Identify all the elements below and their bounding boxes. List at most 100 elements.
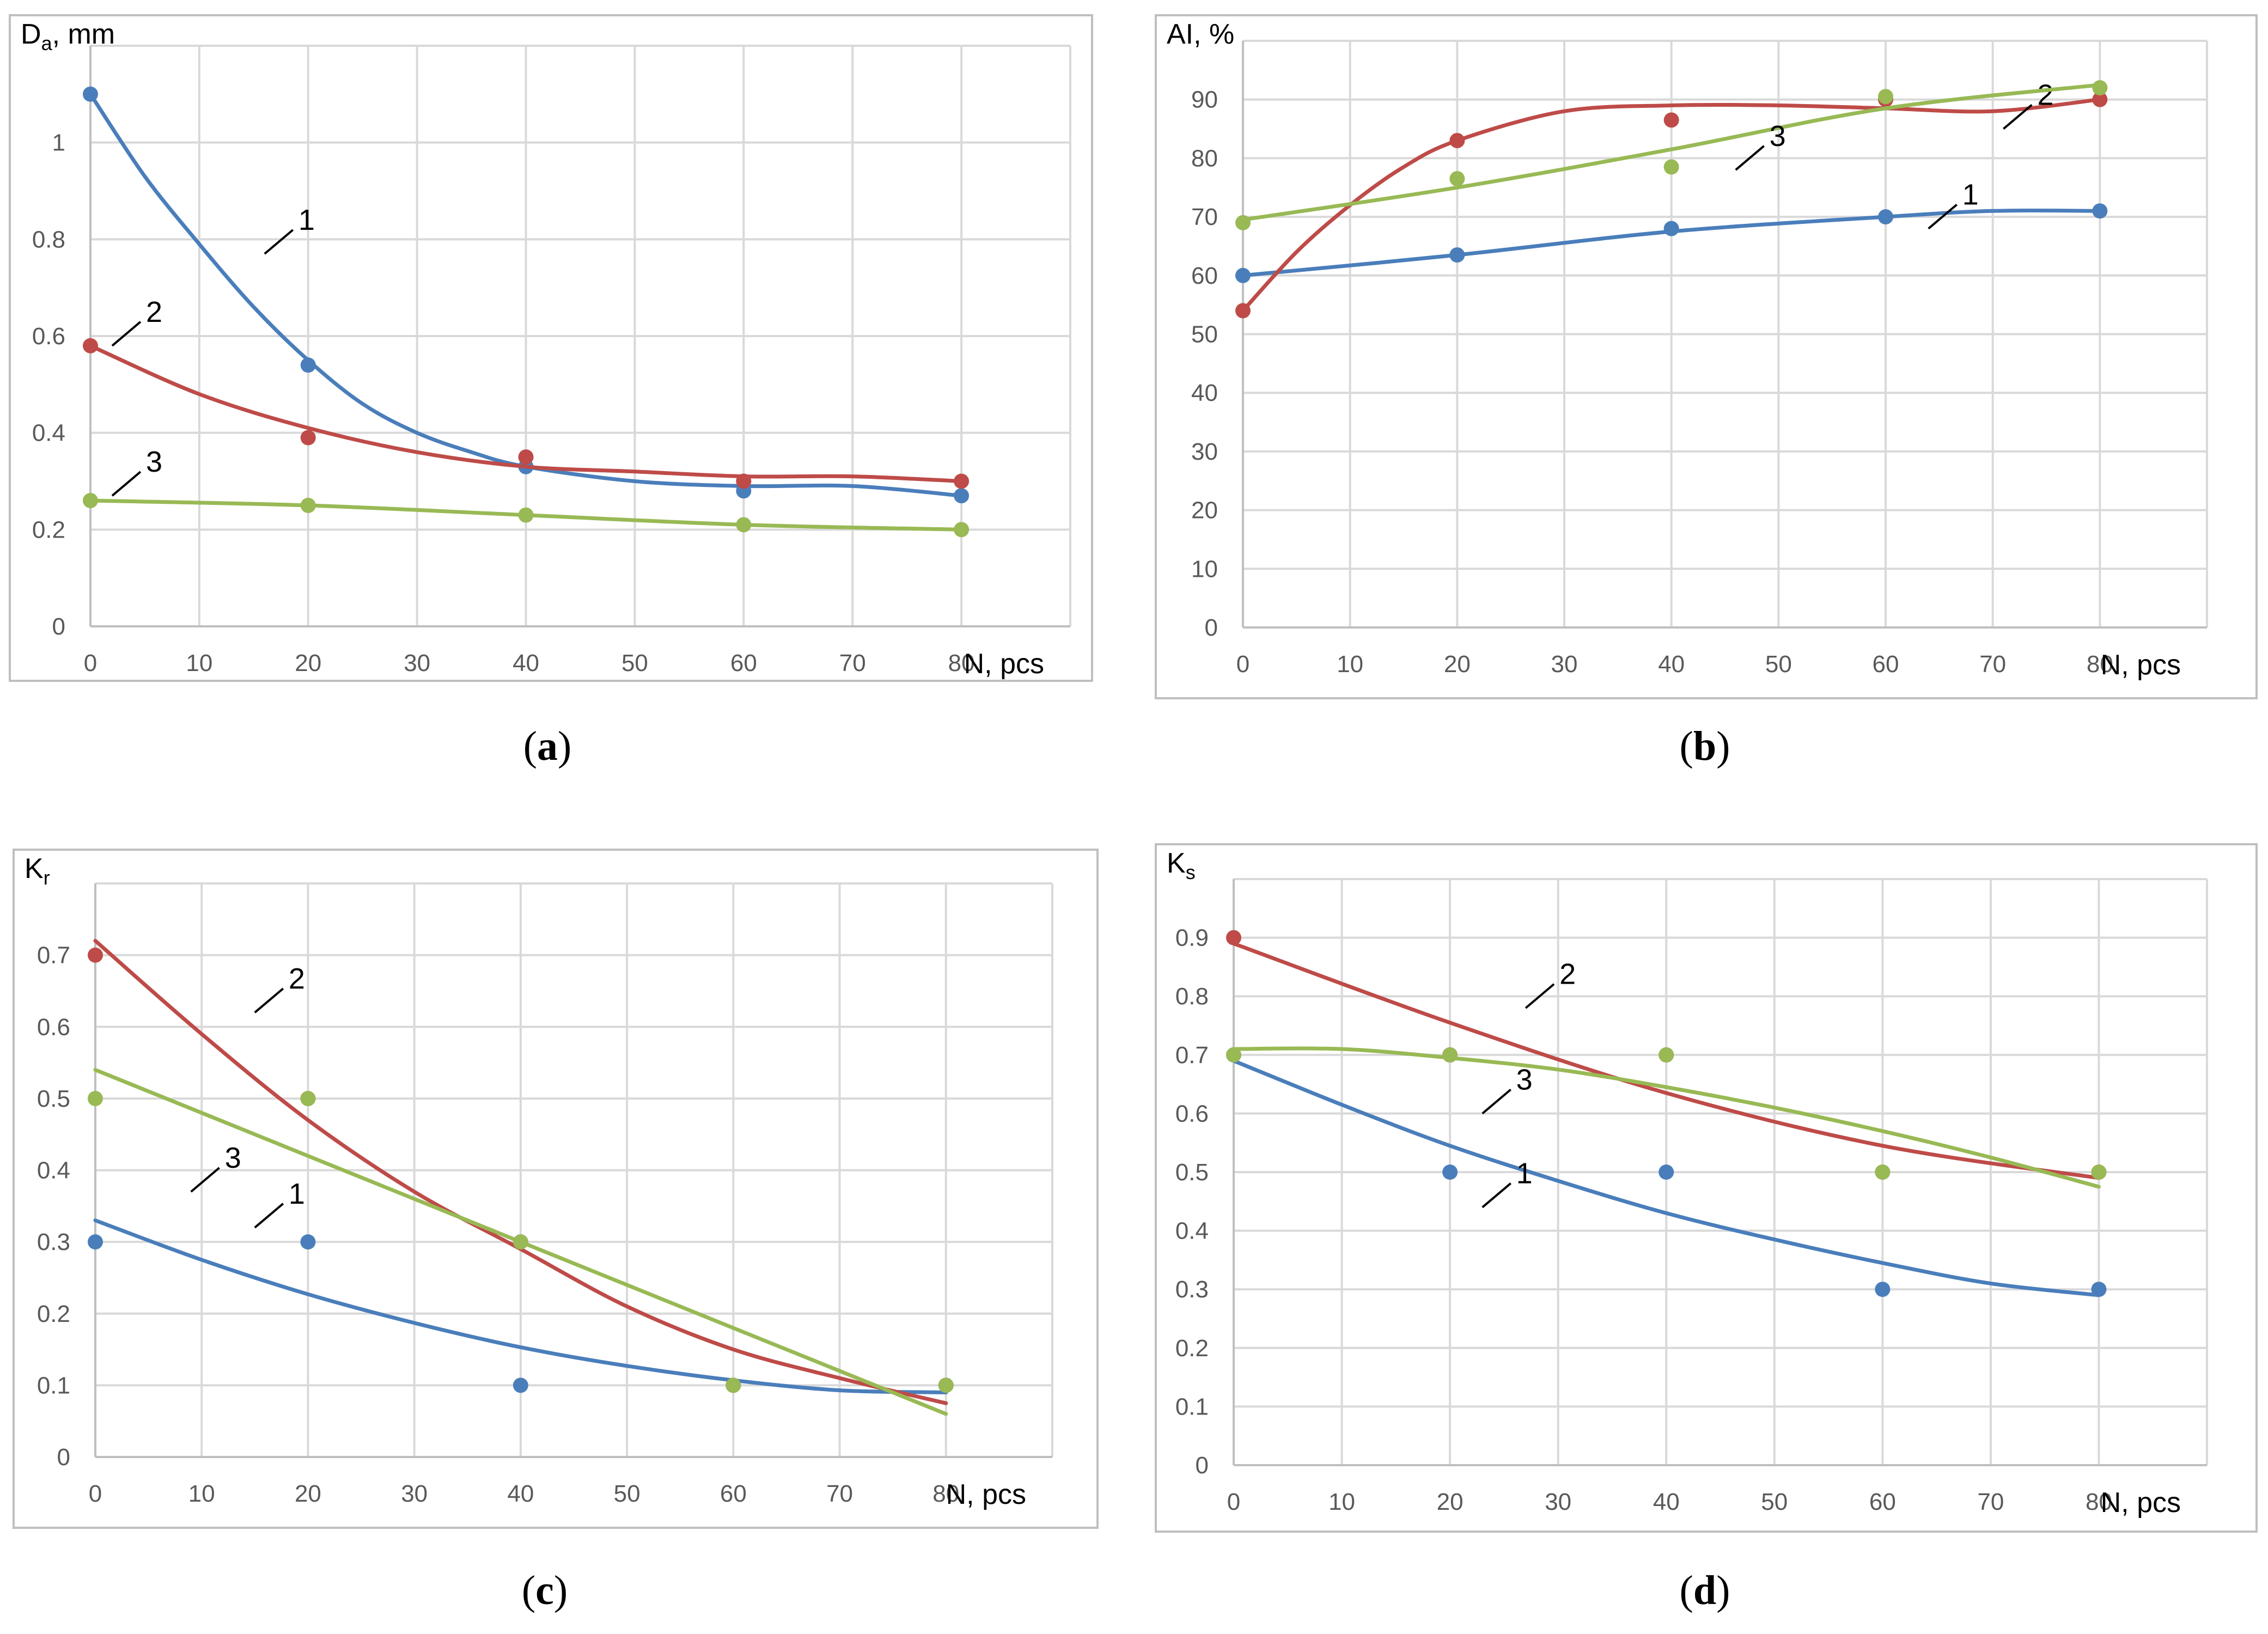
label-leader-series-1: [1481, 1182, 1511, 1209]
series-3: 3: [83, 446, 970, 538]
caption-open: (: [522, 1568, 535, 1613]
x-tick-label: 0: [89, 1480, 102, 1507]
x-tick-label: 20: [295, 650, 321, 676]
y-tick-label: 50: [1191, 321, 1218, 348]
panel-caption: (a): [523, 723, 572, 769]
x-tick-label: 30: [1545, 1489, 1571, 1515]
x-tick-label: 70: [1979, 651, 2006, 678]
trend-line-series-3: [1241, 83, 2102, 222]
data-point-series-3: [938, 1377, 954, 1393]
panel-caption: (b): [1680, 723, 1730, 769]
data-point-series-1: [300, 1234, 316, 1250]
x-tick-label: 30: [404, 650, 430, 676]
x-tick-label: 0: [1227, 1489, 1240, 1515]
series-label-3: 3: [225, 1142, 241, 1174]
data-point-series-1: [300, 357, 316, 373]
x-tick-label: 50: [614, 1480, 641, 1507]
x-axis-title: N, pcs: [946, 1479, 1026, 1510]
y-tick-label: 10: [1191, 556, 1218, 582]
data-point-series-2: [518, 449, 534, 465]
data-point-series-3: [513, 1234, 528, 1250]
series-label-3: 3: [1770, 120, 1786, 153]
x-tick-label: 40: [507, 1480, 534, 1507]
data-point-series-1: [1442, 1164, 1458, 1180]
y-tick-label: 0.8: [32, 226, 65, 253]
y-tick-label: 0: [52, 613, 65, 640]
y-axis-title-main: K: [25, 853, 44, 885]
label-leader-series-2: [254, 987, 284, 1014]
label-leader-series-2: [111, 321, 142, 347]
y-axis-title-subscript: s: [1186, 861, 1196, 883]
data-point-series-1: [1659, 1164, 1674, 1180]
data-point-series-2: [736, 473, 752, 489]
y-tick-label: 0: [1196, 1452, 1209, 1479]
y-tick-label: 0.4: [37, 1157, 70, 1184]
series-label-1: 1: [1516, 1157, 1533, 1190]
x-tick-label: 10: [188, 1480, 215, 1507]
y-tick-label: 0.9: [1175, 925, 1209, 952]
y-tick-label: 40: [1191, 380, 1218, 406]
x-axis-title: N, pcs: [964, 648, 1044, 680]
data-point-series-2: [2092, 92, 2108, 107]
data-point-series-3: [954, 522, 970, 538]
y-tick-label: 0.3: [37, 1229, 70, 1255]
y-axis-title: Ks: [1167, 848, 1196, 883]
data-point-series-1: [1875, 1282, 1891, 1297]
caption-letter: d: [1693, 1568, 1716, 1613]
caption-open: (: [1680, 723, 1693, 769]
trend-line-series-2: [88, 344, 964, 483]
series-label-3: 3: [1516, 1063, 1533, 1096]
y-axis-title: Kr: [25, 853, 50, 889]
series-label-1: 1: [1962, 179, 1979, 211]
data-point-series-2: [1449, 133, 1465, 149]
caption-open: (: [523, 723, 537, 769]
y-axis-title-rest: , mm: [52, 19, 115, 50]
y-tick-label: 0.3: [1175, 1276, 1209, 1303]
panel-frame: [9, 14, 1093, 682]
data-point-series-3: [1235, 215, 1251, 230]
data-point-series-1: [954, 488, 970, 504]
y-tick-label: 80: [1191, 145, 1218, 172]
data-point-series-3: [1663, 159, 1679, 175]
series-1: 1: [88, 1178, 954, 1394]
y-tick-label: 0.5: [1175, 1159, 1209, 1186]
y-tick-label: 0.6: [32, 323, 65, 350]
label-leader-series-3: [190, 1167, 220, 1193]
x-tick-label: 40: [1658, 651, 1685, 678]
data-point-series-2: [88, 947, 103, 963]
data-point-series-3: [2092, 80, 2108, 96]
trend-line-series-2: [1231, 941, 2101, 1180]
series-label-2: 2: [2037, 79, 2053, 112]
y-tick-label: 70: [1191, 204, 1218, 230]
caption-close: ): [554, 1568, 568, 1613]
x-tick-label: 50: [621, 650, 648, 676]
y-tick-label: 0.1: [37, 1372, 70, 1399]
series-3: 3: [1226, 1046, 2107, 1189]
x-tick-label: 30: [1551, 651, 1578, 678]
series-label-1: 1: [298, 204, 315, 236]
x-tick-label: 50: [1765, 651, 1792, 678]
panel-frame: [1155, 843, 2258, 1533]
series-2: 2: [1235, 79, 2108, 319]
x-tick-label: 60: [1873, 651, 1899, 678]
chart-panel-c: 0 10 20 30 40 50 60 70 80 0 0.1 0.2 0.3 0.4 0.5 0.6 0.7 N…: [13, 849, 1099, 1613]
series-3: 3: [88, 1068, 954, 1416]
panel-caption: (d): [1680, 1568, 1730, 1613]
label-leader-series-2: [1525, 983, 1555, 1009]
caption-letter: b: [1693, 723, 1716, 769]
data-point-series-3: [1449, 171, 1465, 187]
data-point-series-3: [88, 1090, 103, 1106]
data-point-series-1: [1663, 221, 1679, 236]
caption-letter: a: [537, 723, 558, 769]
y-tick-label: 0: [1205, 614, 1218, 641]
y-tick-label: 0.7: [1175, 1042, 1209, 1069]
x-tick-label: 70: [1977, 1489, 2004, 1515]
data-point-series-2: [83, 338, 98, 353]
y-tick-label: 0.7: [37, 942, 70, 969]
y-tick-label: 30: [1191, 438, 1218, 465]
data-point-series-1: [2092, 203, 2108, 219]
series-label-3: 3: [146, 446, 162, 478]
trend-line-series-2: [93, 938, 948, 1405]
data-point-series-2: [1235, 303, 1251, 319]
